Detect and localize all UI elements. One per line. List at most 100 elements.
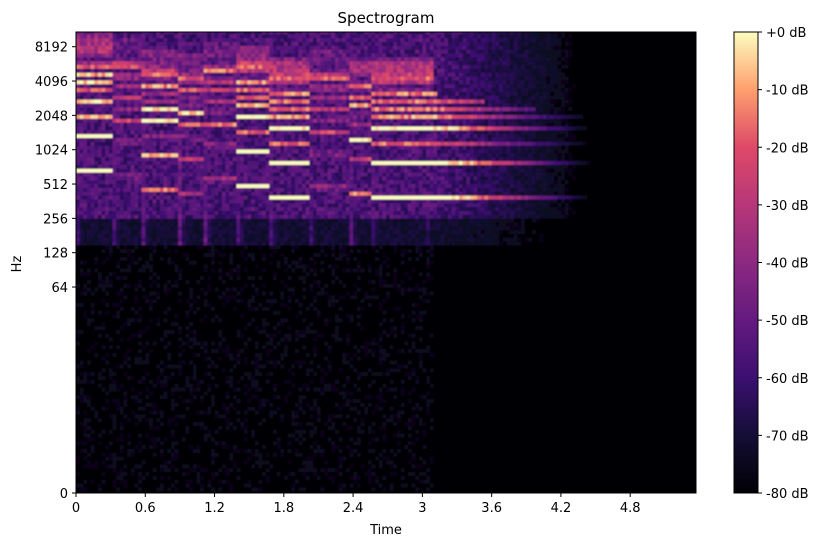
spectrogram-cell xyxy=(119,291,124,296)
spectrogram-cell xyxy=(189,37,194,43)
spectrogram-cell xyxy=(123,37,128,43)
spectrogram-cell xyxy=(251,91,256,96)
spectrogram-cell xyxy=(236,87,241,92)
spectrogram-cell xyxy=(262,41,267,46)
spectrogram-cell xyxy=(229,114,234,119)
spectrogram-cell xyxy=(181,191,186,196)
spectrogram-cell xyxy=(247,91,252,96)
spectrogram-cell xyxy=(298,206,303,212)
spectrogram-cell xyxy=(101,429,106,434)
spectrogram-cell xyxy=(251,452,256,457)
spectrogram-cell xyxy=(232,218,237,223)
spectrogram-cell xyxy=(189,172,194,177)
spectrogram-cell xyxy=(163,122,168,127)
spectrogram-cell xyxy=(174,195,179,200)
spectrogram-cell xyxy=(76,241,81,246)
spectrogram-cell xyxy=(313,126,318,131)
spectrogram-cell xyxy=(127,87,132,92)
spectrogram-cell xyxy=(272,202,277,208)
spectrogram-cell xyxy=(156,322,161,327)
spectrogram-cell xyxy=(116,80,121,85)
spectrogram-cell xyxy=(148,60,153,66)
spectrogram-cell xyxy=(262,114,267,119)
spectrogram-cell xyxy=(232,153,237,158)
spectrogram-cell xyxy=(148,137,153,142)
spectrogram-cell xyxy=(86,49,91,54)
spectrogram-cell xyxy=(210,133,215,139)
spectrogram-cell xyxy=(225,176,230,181)
spectrogram-cell xyxy=(283,68,288,73)
spectrogram-cell xyxy=(119,226,124,231)
spectrogram-cell xyxy=(214,114,219,119)
spectrogram-cell xyxy=(178,64,183,69)
spectrogram-cell xyxy=(221,302,226,308)
spectrogram-cell xyxy=(298,118,303,123)
spectrogram-cell xyxy=(112,179,117,185)
spectrogram-cell xyxy=(178,95,183,100)
spectrogram-cell xyxy=(134,156,139,162)
spectrogram-cell xyxy=(313,32,318,35)
spectrogram-cell xyxy=(130,241,135,246)
spectrogram-cell xyxy=(138,56,143,62)
spectrogram-cell xyxy=(97,383,102,388)
spectrogram-cell xyxy=(159,256,164,261)
spectrogram-cell xyxy=(159,153,164,158)
spectrogram-cell xyxy=(305,91,310,96)
spectrogram-cell xyxy=(207,172,212,177)
spectrogram-cell xyxy=(105,122,110,127)
spectrogram-cell xyxy=(236,418,241,423)
spectrogram-cell xyxy=(152,410,157,415)
spectrogram-cell xyxy=(210,103,215,108)
spectrogram-cell xyxy=(258,241,263,246)
spectrogram-cell xyxy=(145,103,150,108)
spectrogram-cell xyxy=(112,145,117,150)
spectrogram-cell xyxy=(163,391,168,396)
spectrogram-cell xyxy=(243,45,248,50)
spectrogram-cell xyxy=(163,83,168,89)
spectrogram-cell xyxy=(302,137,307,142)
spectrogram-cell xyxy=(148,410,153,415)
spectrogram-cell xyxy=(138,418,143,423)
spectrogram-cell xyxy=(134,49,139,54)
spectrogram-cell xyxy=(130,133,135,139)
spectrogram-cell xyxy=(145,156,150,162)
spectrogram-cell xyxy=(269,191,274,196)
spectrogram-cell xyxy=(291,483,296,488)
spectrogram-cell xyxy=(240,60,245,66)
spectrogram-cell xyxy=(159,337,164,342)
spectrogram-cell xyxy=(105,64,110,69)
spectrogram-cell xyxy=(152,291,157,296)
spectrogram-cell xyxy=(196,126,201,131)
spectrogram-cell xyxy=(119,202,124,208)
spectrogram-cell xyxy=(192,45,197,50)
spectrogram-cell xyxy=(159,210,164,215)
spectrogram-cell xyxy=(210,145,215,150)
spectrogram-cell xyxy=(214,168,219,173)
spectrogram-cell xyxy=(262,364,267,369)
spectrogram-cell xyxy=(280,95,285,100)
spectrogram-cell xyxy=(196,49,201,54)
spectrogram-cell xyxy=(207,302,212,308)
spectrogram-cell xyxy=(262,210,267,215)
spectrogram-cell xyxy=(138,141,143,146)
spectrogram-cell xyxy=(254,287,259,292)
spectrogram-cell xyxy=(192,56,197,62)
spectrogram-cell xyxy=(229,210,234,215)
spectrogram-cell xyxy=(240,202,245,208)
spectrogram-cell xyxy=(298,233,303,238)
spectrogram-cell xyxy=(148,87,153,92)
spectrogram-cell xyxy=(108,156,113,162)
spectrogram-cell xyxy=(83,421,88,427)
spectrogram-cell xyxy=(254,41,259,46)
spectrogram-cell xyxy=(141,76,146,81)
spectrogram-cell xyxy=(251,80,256,85)
spectrogram-cell xyxy=(189,241,194,246)
spectrogram-cell xyxy=(265,322,270,327)
spectrogram-cell xyxy=(236,106,241,112)
spectrogram-cell xyxy=(116,187,121,192)
spectrogram-cell xyxy=(152,226,157,231)
spectrogram-cell xyxy=(200,37,205,43)
spectrogram-cell xyxy=(196,195,201,200)
spectrogram-cell xyxy=(156,153,161,158)
spectrogram-cell xyxy=(79,110,84,116)
